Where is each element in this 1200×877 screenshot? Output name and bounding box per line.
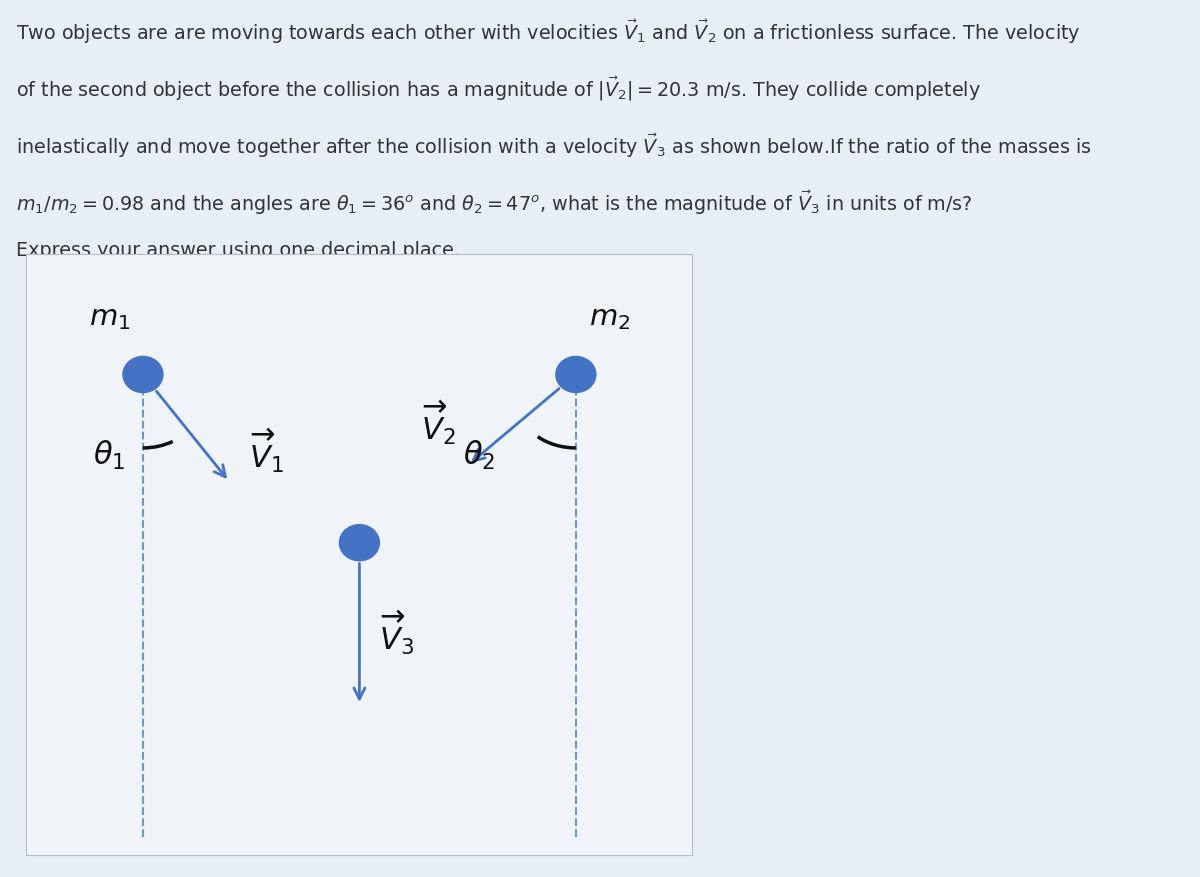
Text: $\overrightarrow{V}_3$: $\overrightarrow{V}_3$ (379, 609, 414, 657)
Text: $\theta_1$: $\theta_1$ (94, 438, 125, 472)
Text: Two objects are are moving towards each other with velocities $\vec{V}_1$ and $\: Two objects are are moving towards each … (16, 18, 1080, 46)
Text: $\overrightarrow{V}_1$: $\overrightarrow{V}_1$ (250, 427, 284, 475)
Circle shape (556, 356, 596, 393)
Text: $\overrightarrow{V}_2$: $\overrightarrow{V}_2$ (421, 398, 455, 446)
Text: $m_2$: $m_2$ (588, 304, 630, 332)
Text: $m_1/m_2 = 0.98$ and the angles are $\theta_1 = 36^o$ and $\theta_2 = 47^o$, wha: $m_1/m_2 = 0.98$ and the angles are $\th… (16, 189, 972, 217)
Text: $m_1$: $m_1$ (89, 304, 131, 332)
Text: of the second object before the collision has a magnitude of $|\vec{V}_2| = 20.3: of the second object before the collisio… (16, 75, 980, 103)
Circle shape (122, 356, 163, 393)
Circle shape (340, 524, 379, 560)
Text: inelastically and move together after the collision with a velocity $\vec{V}_3$ : inelastically and move together after th… (16, 132, 1092, 160)
FancyBboxPatch shape (26, 254, 692, 855)
Text: Express your answer using one decimal place.: Express your answer using one decimal pl… (16, 241, 460, 260)
Text: $\theta_2$: $\theta_2$ (463, 438, 494, 472)
